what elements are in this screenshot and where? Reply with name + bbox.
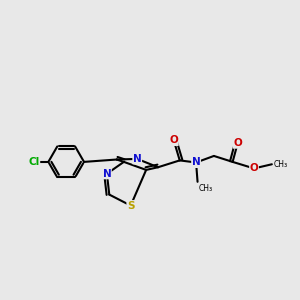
Text: N: N [103, 169, 111, 179]
Text: N: N [133, 154, 142, 164]
Text: O: O [233, 138, 242, 148]
Text: Cl: Cl [28, 157, 40, 167]
Text: S: S [127, 201, 134, 211]
Text: CH₃: CH₃ [273, 160, 287, 169]
Text: N: N [192, 158, 200, 167]
Text: CH₃: CH₃ [199, 184, 213, 193]
Text: O: O [250, 164, 258, 173]
Text: O: O [169, 136, 178, 146]
